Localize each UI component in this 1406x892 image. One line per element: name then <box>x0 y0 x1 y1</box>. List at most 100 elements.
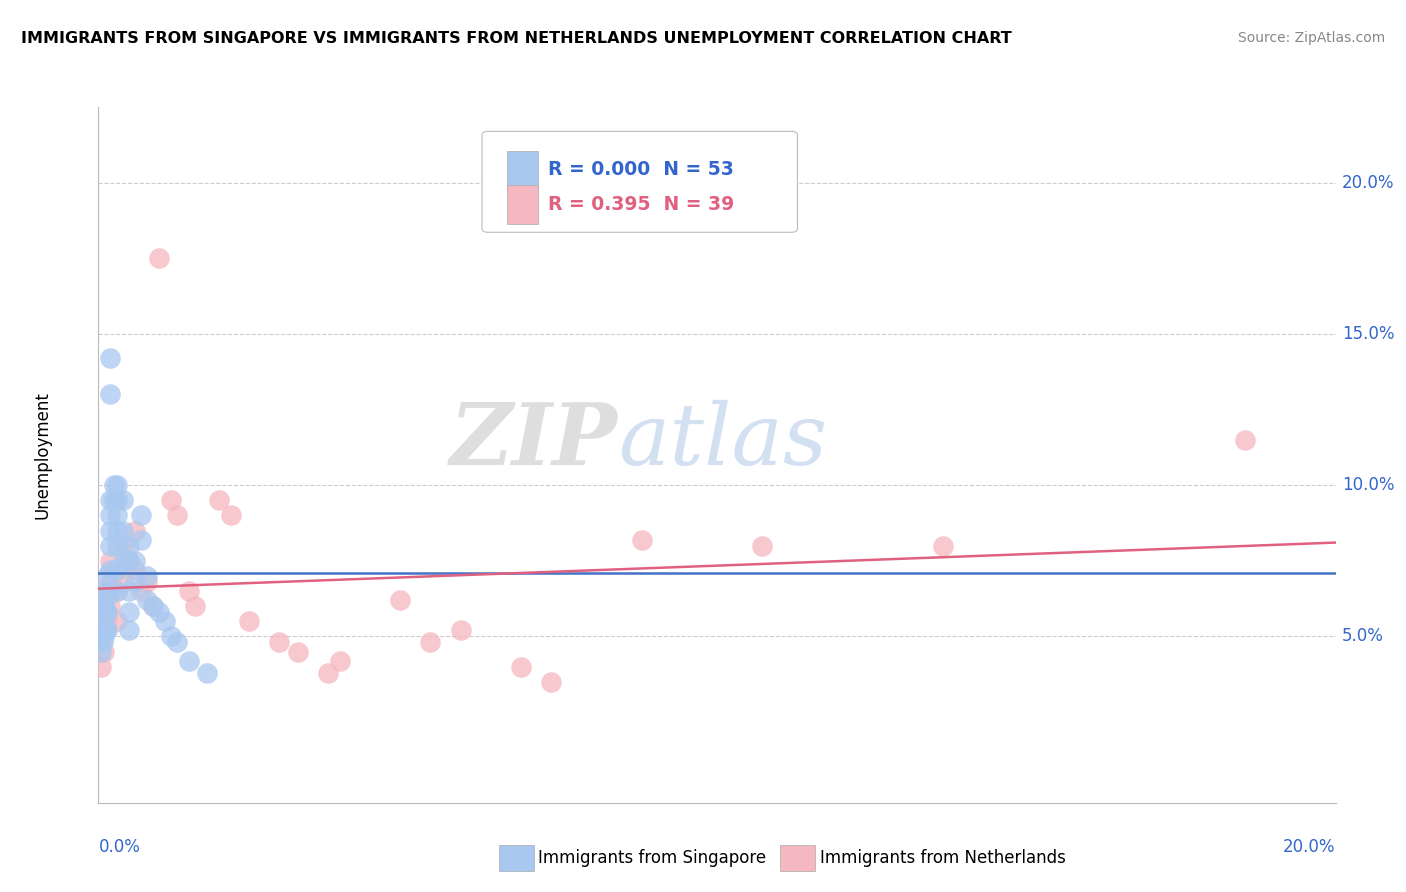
Point <box>630 533 652 547</box>
Point <box>103 478 125 492</box>
Point <box>105 478 128 492</box>
Point <box>148 605 170 619</box>
Point <box>287 644 309 658</box>
Point <box>91 599 114 614</box>
Text: ZIP: ZIP <box>450 400 619 483</box>
Point <box>160 629 183 643</box>
Text: Unemployment: Unemployment <box>34 391 52 519</box>
Point <box>105 539 128 553</box>
Text: 15.0%: 15.0% <box>1341 325 1395 343</box>
Point <box>96 624 118 638</box>
Point <box>316 665 339 680</box>
Point <box>540 674 562 689</box>
Point <box>100 539 122 553</box>
Point <box>124 574 146 589</box>
Point <box>93 629 115 643</box>
Point <box>90 615 112 629</box>
Point <box>96 605 118 619</box>
Point <box>93 599 115 614</box>
Point <box>195 665 218 680</box>
Point <box>117 624 139 638</box>
Point <box>932 539 955 553</box>
Point <box>117 605 139 619</box>
Point <box>96 615 118 629</box>
Point <box>111 539 134 553</box>
Point <box>160 493 183 508</box>
Text: Immigrants from Singapore: Immigrants from Singapore <box>538 849 766 867</box>
Point <box>148 252 170 266</box>
Point <box>751 539 773 553</box>
Text: 20.0%: 20.0% <box>1284 838 1336 855</box>
Point <box>90 629 112 643</box>
Point <box>93 615 115 629</box>
Point <box>111 554 134 568</box>
Point <box>105 563 128 577</box>
Point <box>105 584 128 599</box>
Bar <box>506 151 537 189</box>
Point <box>129 584 152 599</box>
Point <box>111 493 134 508</box>
Point <box>166 635 188 649</box>
Point <box>166 508 188 523</box>
Point <box>105 508 128 523</box>
Point <box>96 569 118 583</box>
Point <box>93 644 115 658</box>
Point <box>100 351 122 365</box>
Point <box>105 493 128 508</box>
Point <box>100 524 122 538</box>
Point <box>135 593 157 607</box>
Point <box>177 584 200 599</box>
Point <box>117 554 139 568</box>
Point <box>96 584 118 599</box>
Bar <box>506 186 537 224</box>
Point <box>93 599 115 614</box>
Point <box>419 635 441 649</box>
Point <box>100 574 122 589</box>
Point <box>1234 433 1257 447</box>
Point <box>269 635 291 649</box>
Point <box>238 615 260 629</box>
Point <box>117 554 139 568</box>
Point <box>219 508 242 523</box>
Point <box>124 524 146 538</box>
Point <box>100 508 122 523</box>
Point <box>96 590 118 604</box>
Text: Source: ZipAtlas.com: Source: ZipAtlas.com <box>1237 31 1385 45</box>
Point <box>111 524 134 538</box>
Point <box>94 605 117 619</box>
Point <box>105 615 128 629</box>
Point <box>90 659 112 673</box>
Point <box>329 654 352 668</box>
Point <box>105 584 128 599</box>
Text: 5.0%: 5.0% <box>1341 627 1384 646</box>
Text: 0.0%: 0.0% <box>98 838 141 855</box>
FancyBboxPatch shape <box>482 131 797 232</box>
Point <box>184 599 207 614</box>
Point <box>103 493 125 508</box>
Point <box>105 524 128 538</box>
Text: IMMIGRANTS FROM SINGAPORE VS IMMIGRANTS FROM NETHERLANDS UNEMPLOYMENT CORRELATIO: IMMIGRANTS FROM SINGAPORE VS IMMIGRANTS … <box>21 31 1012 46</box>
Point <box>177 654 200 668</box>
Point <box>117 539 139 553</box>
Point <box>208 493 231 508</box>
Point <box>129 533 152 547</box>
Point <box>93 584 115 599</box>
Point <box>100 584 122 599</box>
Point <box>509 659 531 673</box>
Text: Immigrants from Netherlands: Immigrants from Netherlands <box>820 849 1066 867</box>
Point <box>100 554 122 568</box>
Point <box>135 574 157 589</box>
Point <box>117 584 139 599</box>
Point <box>94 624 117 638</box>
Point <box>111 574 134 589</box>
Point <box>129 508 152 523</box>
Point <box>135 569 157 583</box>
Text: R = 0.395  N = 39: R = 0.395 N = 39 <box>547 195 734 214</box>
Point <box>124 563 146 577</box>
Point <box>100 599 122 614</box>
Point <box>90 644 112 658</box>
Point <box>153 615 176 629</box>
Point <box>124 554 146 568</box>
Text: atlas: atlas <box>619 400 827 483</box>
Point <box>142 599 165 614</box>
